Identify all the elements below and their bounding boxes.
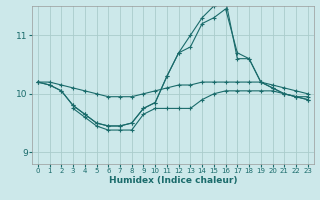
X-axis label: Humidex (Indice chaleur): Humidex (Indice chaleur) <box>108 176 237 185</box>
